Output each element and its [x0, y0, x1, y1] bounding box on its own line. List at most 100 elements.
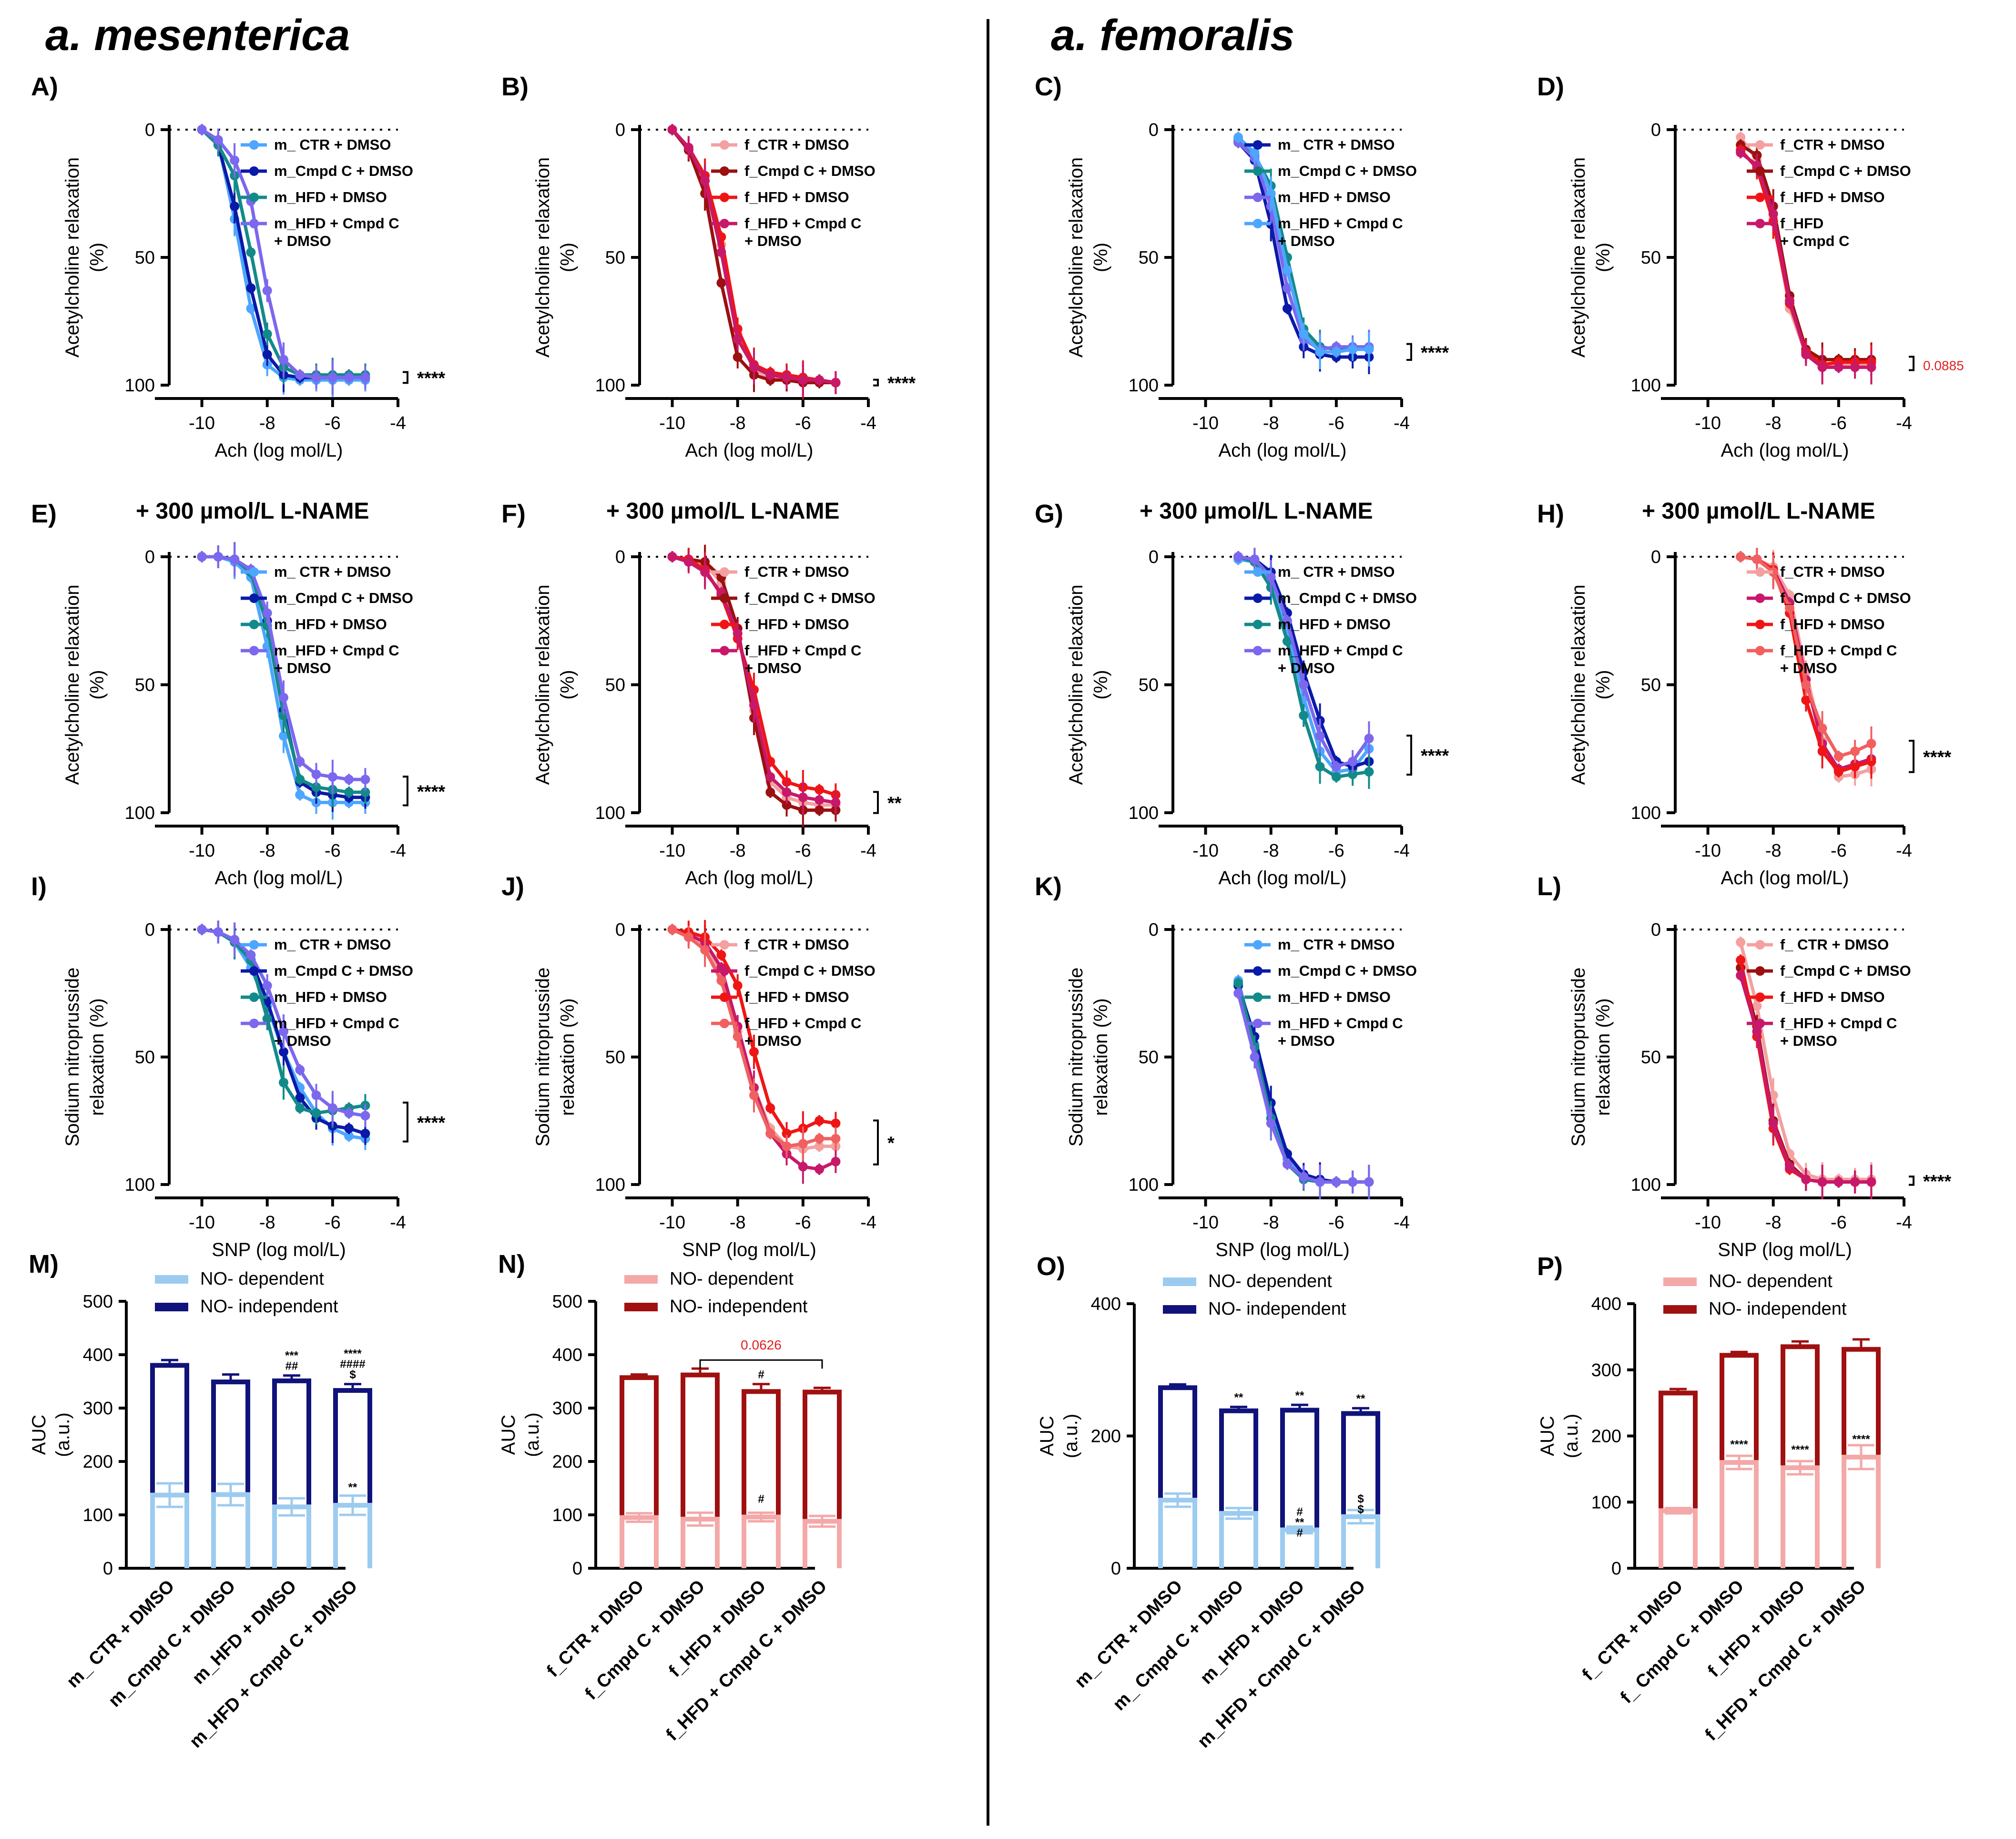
bar-significance: ** [1356, 1392, 1365, 1405]
y-axis-title-line2: (%) [1090, 670, 1111, 699]
data-point [815, 805, 825, 815]
x-tick-label: -8 [1765, 1213, 1782, 1233]
data-point [1331, 1177, 1341, 1187]
y-tick-label: 50 [1641, 1048, 1661, 1068]
legend-entry: m_ CTR + DMSO [1278, 136, 1395, 153]
y-axis-title-line2: (a.u.) [52, 1412, 73, 1457]
x-tick-label: -8 [259, 1213, 275, 1233]
error-bar-independent [1792, 1340, 1809, 1347]
data-point [1768, 1118, 1778, 1128]
x-tick-label: -10 [659, 413, 685, 433]
x-tick-label: -4 [1896, 1213, 1912, 1233]
x-tick-label: -6 [1831, 413, 1847, 433]
error-bar-dependent [1848, 1444, 1874, 1471]
panel-label-P: P) [1537, 1252, 1563, 1281]
bar-no-dependent [1219, 1511, 1258, 1568]
legend-entry: m_HFD + Cmpd C [274, 215, 399, 232]
section-title-femoralis: a. femoralis [1051, 11, 1294, 60]
bar-significance: ** [1234, 1391, 1243, 1404]
data-point [782, 1141, 792, 1151]
data-point [1785, 603, 1794, 613]
error-bar-independent [1169, 1383, 1186, 1388]
y-axis-title-line2: (a.u.) [1561, 1414, 1582, 1458]
bar-significance: $ [349, 1369, 356, 1381]
y-tick-label: 100 [125, 1175, 155, 1195]
data-point [733, 352, 743, 362]
legend-entry: m_ CTR + DMSO [1278, 563, 1395, 580]
x-axis-title: SNP (log mol/L) [212, 1239, 346, 1260]
x-tick-label: -8 [1765, 841, 1782, 861]
legend-entry: + DMSO [744, 233, 802, 249]
data-point [1315, 347, 1325, 357]
data-point [831, 1118, 841, 1128]
x-tick-label: -8 [259, 413, 275, 433]
section-title-mesenterica: a. mesenterica [45, 11, 350, 60]
data-point [831, 378, 841, 388]
bar-no-independent [150, 1363, 189, 1495]
y-axis-title-line1: AUC [498, 1415, 519, 1455]
data-point [1348, 1177, 1358, 1187]
y-axis-title-line2: (a.u.) [522, 1412, 543, 1457]
x-axis-title: Ach (log mol/L) [1219, 868, 1347, 889]
legend-entry: m_Cmpd C + DMSO [1278, 962, 1417, 979]
data-point [1736, 552, 1746, 562]
legend-entry: f_HFD + DMSO [744, 989, 849, 1005]
legend-entry: + DMSO [1278, 233, 1335, 249]
data-point [1817, 746, 1827, 756]
data-point [295, 1093, 305, 1103]
significance-bracket [1909, 740, 1914, 773]
legend-entry: f_Cmpd C + DMSO [1780, 962, 1911, 979]
y-tick-label: 100 [125, 803, 155, 823]
error-bar-dependent [339, 1494, 366, 1516]
error-bar-independent [631, 1373, 648, 1378]
legend-swatch-dot [1253, 193, 1263, 202]
data-point [749, 700, 759, 710]
legend-swatch-dot [720, 567, 729, 577]
data-point [1866, 756, 1876, 766]
y-tick-label: 50 [135, 1048, 155, 1068]
y-axis-title-line1: AUC [29, 1415, 50, 1455]
data-point [1250, 148, 1260, 158]
x-tick-label: -8 [259, 841, 275, 861]
y-tick-label: 0 [615, 920, 625, 940]
panel-label-N: N) [498, 1250, 525, 1278]
data-point [279, 1078, 288, 1087]
legend-swatch-dot [720, 940, 729, 950]
x-tick-label: -8 [1263, 841, 1279, 861]
y-tick-label: 200 [83, 1452, 113, 1472]
data-point [815, 795, 825, 805]
bar-no-independent [1720, 1353, 1759, 1462]
data-point [1348, 769, 1358, 779]
significance-label: **** [1923, 1172, 1951, 1192]
legend-entry: m_HFD + Cmpd C [274, 642, 399, 659]
y-axis-title-line1: Acetylcholine relaxation [1568, 157, 1589, 358]
data-point [279, 693, 288, 703]
data-point [1850, 762, 1860, 772]
x-axis-title: SNP (log mol/L) [1215, 1239, 1350, 1260]
data-point [815, 1141, 825, 1151]
x-tick-label: -4 [1394, 1213, 1410, 1233]
x-tick-label: -10 [1695, 1213, 1721, 1233]
bar-significance: ** [1295, 1389, 1304, 1402]
y-axis-title-line1: AUC [1537, 1416, 1558, 1456]
x-tick-label: -4 [1896, 841, 1912, 861]
bar-no-dependent [1781, 1465, 1820, 1568]
panel-label-L: L) [1537, 872, 1561, 901]
x-tick-label: -6 [325, 841, 341, 861]
significance-label: **** [1421, 746, 1449, 766]
legend-entry: m_ CTR + DMSO [1278, 936, 1395, 953]
error-bar-independent [753, 1383, 770, 1392]
y-tick-label: 50 [135, 248, 155, 268]
y-axis-title-line2: (%) [557, 243, 578, 272]
y-tick-label: 50 [605, 675, 625, 695]
bar-no-independent [272, 1378, 311, 1507]
legend-entry: + DMSO [1780, 1032, 1837, 1049]
data-point [1850, 1177, 1860, 1187]
legend-entry: NO- independent [1709, 1299, 1847, 1319]
significance-bracket [403, 776, 408, 807]
data-point [700, 176, 710, 186]
legend-entry: f_HFD + Cmpd C [744, 642, 861, 659]
bar-panel-M: M) 0 100 200 300 400 500 AUC (a.u.) NO- dependent… [29, 1250, 372, 1752]
y-axis-title-line2: relaxation (%) [1593, 998, 1614, 1116]
legend-entry: f_Cmpd C + DMSO [744, 962, 876, 979]
